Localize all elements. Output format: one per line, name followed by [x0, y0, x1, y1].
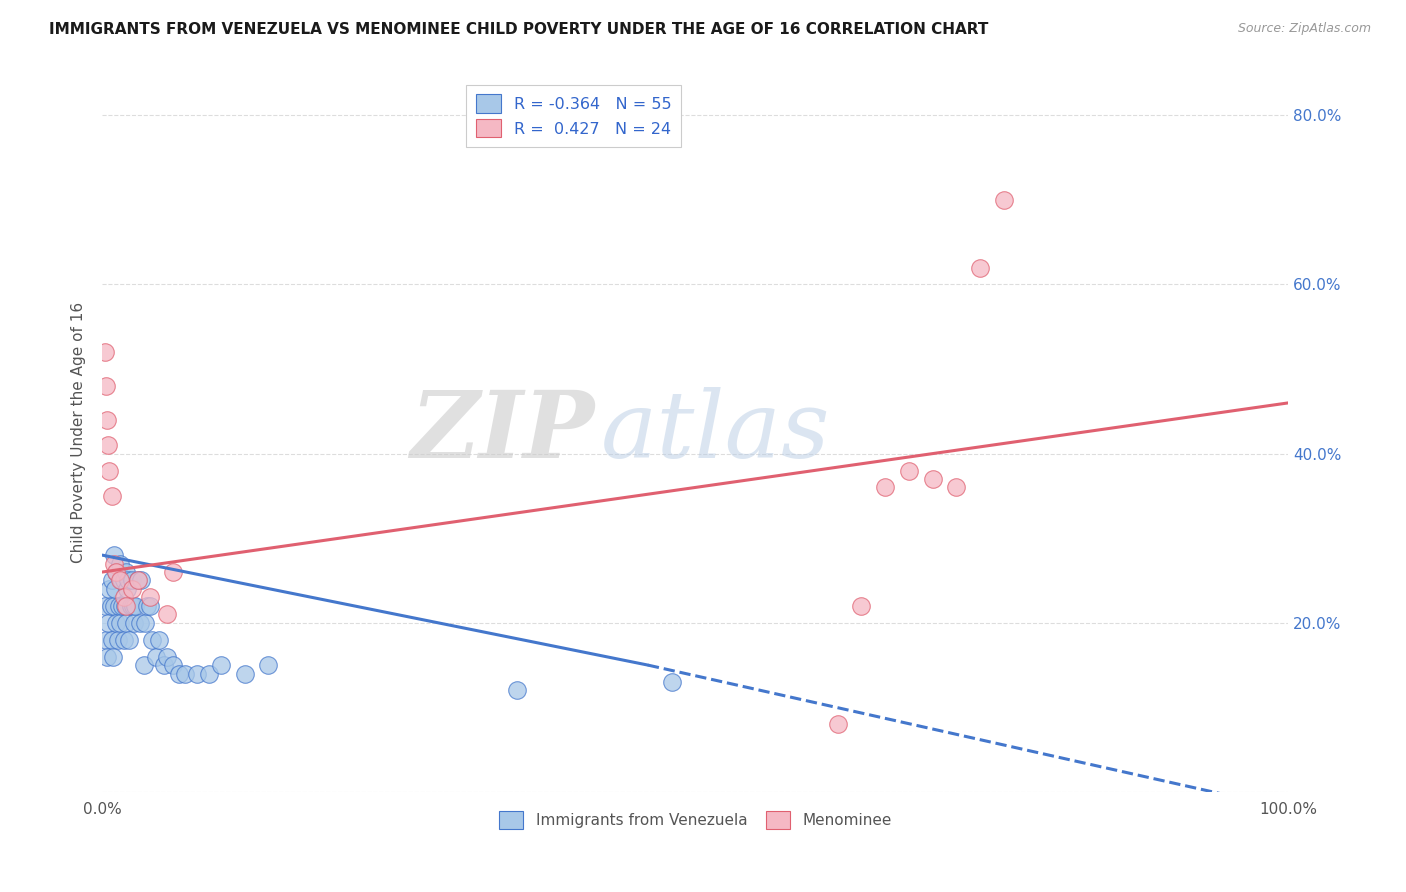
Point: [108, 557, 131, 571]
Text: IMMIGRANTS FROM VENEZUELA VS MENOMINEE CHILD POVERTY UNDER THE AGE OF 16 CORRELA: IMMIGRANTS FROM VENEZUELA VS MENOMINEE C…: [49, 22, 988, 37]
Text: ZIP: ZIP: [411, 387, 595, 477]
Point: [93, 345, 115, 359]
Point: [107, 632, 129, 647]
Point: [117, 574, 139, 588]
Point: [111, 599, 134, 613]
Point: [162, 658, 184, 673]
Point: [115, 582, 138, 596]
Point: [969, 260, 991, 275]
Point: [198, 666, 221, 681]
Point: [145, 649, 167, 664]
Point: [156, 649, 179, 664]
Point: [100, 574, 122, 588]
Point: [120, 599, 142, 613]
Point: [132, 658, 155, 673]
Point: [174, 666, 197, 681]
Point: [121, 582, 143, 596]
Point: [153, 658, 176, 673]
Point: [115, 565, 138, 579]
Point: [103, 599, 125, 613]
Point: [233, 666, 256, 681]
Text: Source: ZipAtlas.com: Source: ZipAtlas.com: [1237, 22, 1371, 36]
Point: [209, 658, 232, 673]
Point: [100, 489, 122, 503]
Point: [112, 591, 135, 605]
Point: [97, 438, 120, 452]
Point: [104, 582, 127, 596]
Point: [105, 565, 128, 579]
Point: [100, 599, 122, 613]
Point: [112, 574, 135, 588]
Point: [945, 480, 967, 494]
Legend: Immigrants from Venezuela, Menominee: Immigrants from Venezuela, Menominee: [494, 805, 898, 835]
Point: [108, 574, 131, 588]
Point: [105, 565, 128, 579]
Point: [136, 599, 159, 613]
Point: [96, 413, 118, 427]
Point: [138, 599, 160, 613]
Point: [148, 632, 170, 647]
Point: [875, 480, 897, 494]
Point: [851, 599, 873, 613]
Point: [506, 683, 529, 698]
Point: [131, 574, 153, 588]
Point: [118, 632, 141, 647]
Point: [169, 666, 191, 681]
Point: [96, 649, 118, 664]
Point: [827, 717, 849, 731]
Point: [98, 582, 121, 596]
Point: [101, 649, 124, 664]
Point: [129, 615, 152, 630]
Point: [993, 193, 1015, 207]
Point: [110, 574, 132, 588]
Point: [661, 675, 683, 690]
Point: [897, 464, 920, 478]
Point: [97, 615, 120, 630]
Point: [115, 615, 138, 630]
Point: [100, 632, 122, 647]
Point: [156, 607, 179, 622]
Point: [257, 658, 280, 673]
Text: atlas: atlas: [600, 387, 830, 477]
Point: [94, 632, 117, 647]
Point: [98, 464, 121, 478]
Point: [124, 599, 146, 613]
Point: [134, 615, 156, 630]
Point: [162, 565, 184, 579]
Point: [127, 574, 149, 588]
Point: [103, 548, 125, 562]
Point: [141, 632, 163, 647]
Point: [115, 599, 138, 613]
Point: [114, 599, 136, 613]
Point: [121, 574, 143, 588]
Point: [186, 666, 208, 681]
Point: [108, 599, 131, 613]
Point: [103, 557, 125, 571]
Point: [105, 615, 128, 630]
Point: [138, 591, 160, 605]
Point: [93, 599, 115, 613]
Y-axis label: Child Poverty Under the Age of 16: Child Poverty Under the Age of 16: [72, 301, 86, 563]
Point: [112, 632, 135, 647]
Point: [127, 574, 149, 588]
Point: [921, 472, 943, 486]
Point: [94, 379, 117, 393]
Point: [108, 615, 131, 630]
Point: [122, 599, 145, 613]
Point: [122, 615, 145, 630]
